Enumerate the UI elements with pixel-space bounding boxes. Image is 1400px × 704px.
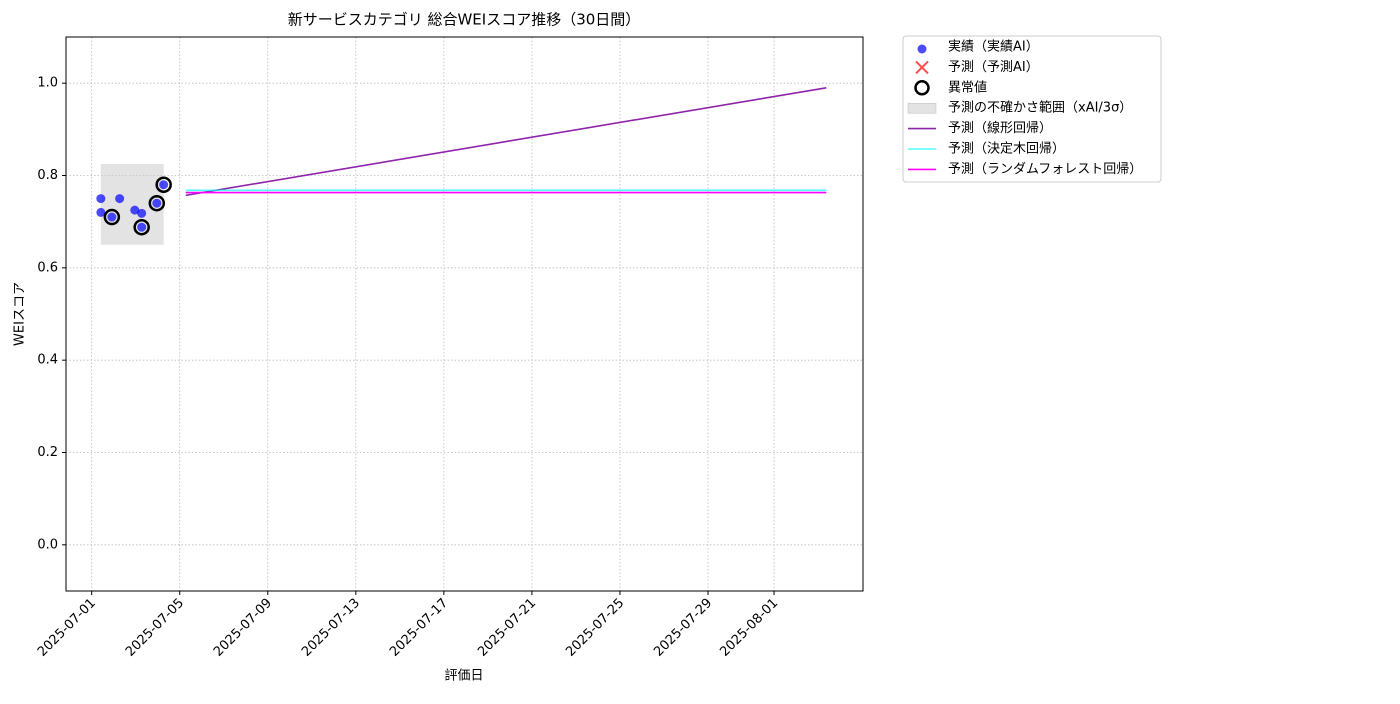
actual-point <box>96 207 106 217</box>
legend-marker <box>907 102 937 114</box>
legend-label: 異常値 <box>948 79 987 95</box>
y-tick-label: 0.2 <box>37 445 58 460</box>
plot-frame <box>65 36 864 592</box>
anomaly-point <box>103 208 121 226</box>
x-tick-label: 2025-07-25 <box>563 596 627 660</box>
prediction-line <box>185 86 827 197</box>
y-tick-label: 0.4 <box>37 353 58 368</box>
legend-label: 実績（実績AI） <box>948 39 1039 55</box>
actual-point <box>107 212 117 222</box>
legend-label: 予測（ランダムフォレスト回帰） <box>948 161 1142 177</box>
anomaly-point <box>133 218 150 236</box>
actual-point <box>115 194 125 204</box>
legend-marker <box>915 60 929 75</box>
actual-point <box>159 180 169 190</box>
x-axis-label: 評価日 <box>444 669 483 684</box>
x-tick-label: 2025-07-13 <box>299 596 363 660</box>
actual-point <box>130 205 140 215</box>
anomaly-point <box>155 176 172 193</box>
actual-point <box>96 194 106 204</box>
legend-label: 予測の不確かさ範囲（xAI/3σ） <box>948 100 1132 116</box>
x-tick-label: 2025-08-01 <box>717 596 781 660</box>
x-tick-label: 2025-07-05 <box>123 596 187 660</box>
y-tick-label: 0.6 <box>37 260 58 275</box>
actual-point <box>152 198 162 208</box>
x-tick-label: 2025-07-29 <box>651 596 715 660</box>
x-tick-label: 2025-07-09 <box>211 596 275 660</box>
x-tick-label: 2025-07-21 <box>475 596 539 660</box>
y-tick-label: 0.0 <box>37 537 58 552</box>
legend-label: 予測（線形回帰） <box>948 120 1052 136</box>
anomaly-point <box>148 194 166 212</box>
chart-title: 新サービスカテゴリ 総合WEIスコア推移（30日間） <box>288 11 641 29</box>
legend-marker <box>914 80 930 96</box>
legend-frame <box>902 35 1162 183</box>
legend-label: 予測（予測AI） <box>948 60 1039 75</box>
legend-marker <box>917 44 927 54</box>
legend-label: 予測（決定木回帰） <box>948 141 1065 157</box>
y-axis-label: WEIスコア <box>13 282 28 346</box>
x-tick-label: 2025-07-17 <box>387 596 451 660</box>
y-tick-label: 1.0 <box>37 76 58 91</box>
y-tick-label: 0.8 <box>37 168 58 183</box>
x-tick-label: 2025-07-01 <box>35 596 99 660</box>
actual-point <box>137 208 147 218</box>
actual-point <box>137 222 147 232</box>
